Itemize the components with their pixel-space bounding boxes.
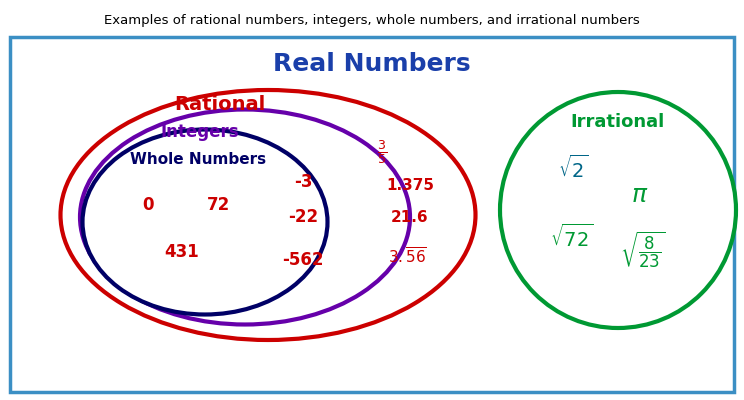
Ellipse shape (500, 92, 736, 328)
Text: Whole Numbers: Whole Numbers (130, 152, 266, 168)
Text: 72: 72 (206, 196, 230, 214)
Text: $\frac{3}{5}$: $\frac{3}{5}$ (377, 138, 387, 166)
Text: Rational: Rational (174, 96, 266, 114)
Text: 431: 431 (164, 243, 199, 261)
Text: Examples of rational numbers, integers, whole numbers, and irrational numbers: Examples of rational numbers, integers, … (104, 14, 640, 27)
Text: Integers: Integers (161, 123, 240, 141)
Ellipse shape (60, 90, 475, 340)
Text: $\sqrt{\dfrac{8}{23}}$: $\sqrt{\dfrac{8}{23}}$ (620, 230, 666, 270)
Text: 21.6: 21.6 (391, 210, 429, 224)
Text: 1.375: 1.375 (386, 178, 434, 192)
Text: -3: -3 (294, 173, 312, 191)
Ellipse shape (83, 130, 327, 314)
Ellipse shape (80, 110, 410, 324)
Text: Irrational: Irrational (571, 113, 665, 131)
Text: $\pi$: $\pi$ (632, 183, 649, 207)
Text: $3.\overline{56}$: $3.\overline{56}$ (388, 247, 426, 267)
Text: $\sqrt{2}$: $\sqrt{2}$ (557, 154, 589, 182)
Text: -22: -22 (288, 208, 318, 226)
Text: -562: -562 (282, 251, 324, 269)
Text: 0: 0 (142, 196, 154, 214)
Text: Real Numbers: Real Numbers (273, 52, 471, 76)
Text: $\sqrt{72}$: $\sqrt{72}$ (551, 223, 594, 251)
FancyBboxPatch shape (10, 37, 734, 392)
